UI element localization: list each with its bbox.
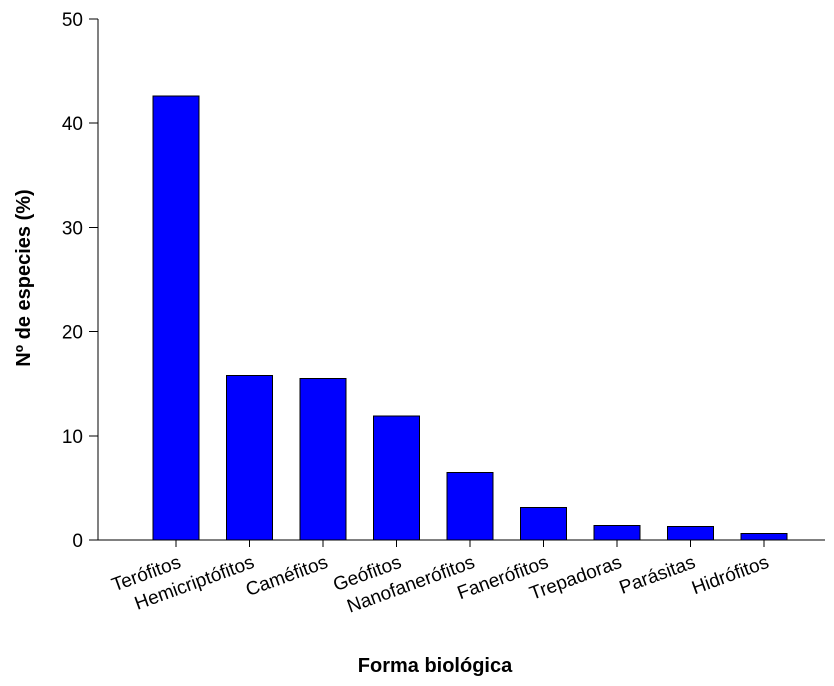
- bar-3: [299, 377, 347, 541]
- bar-1: [152, 95, 200, 541]
- y-tick-label: 0: [72, 531, 83, 552]
- y-tick-label: 30: [62, 218, 83, 239]
- y-axis: 0 10 20 30 40 50: [62, 10, 99, 552]
- x-category-label: Hidrófitos: [689, 552, 772, 599]
- y-tick-label: 10: [62, 427, 83, 448]
- x-category-label: Parásitas: [617, 552, 699, 599]
- y-tick-label: 20: [62, 323, 83, 344]
- bar-9: [740, 533, 788, 541]
- y-tick-label: 40: [62, 114, 83, 135]
- bars-group: [152, 95, 788, 541]
- x-axis-title: Forma biológica: [358, 655, 513, 677]
- bar-5: [446, 471, 494, 541]
- bar-6: [520, 507, 567, 541]
- bar-7: [593, 524, 641, 541]
- bar-2: [226, 374, 273, 541]
- bar-4: [373, 415, 420, 541]
- y-tick-label: 50: [62, 10, 83, 31]
- x-category-label: Caméfitos: [243, 552, 331, 601]
- bar-8: [667, 525, 714, 541]
- y-axis-title: Nº de especies (%): [13, 189, 35, 366]
